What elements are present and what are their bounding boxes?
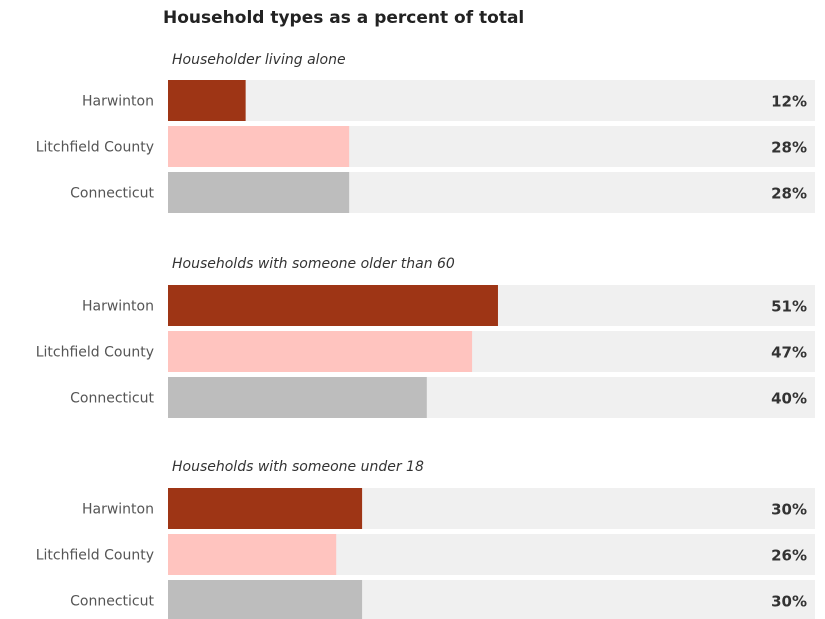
bar-litchfield-county [168, 534, 337, 575]
value-label: 28% [771, 139, 807, 157]
value-label: 40% [771, 390, 807, 408]
value-label: 28% [771, 185, 807, 203]
category-label: Connecticut [70, 594, 154, 610]
bar-harwinton [168, 285, 498, 326]
category-label: Connecticut [70, 186, 154, 202]
group-subtitle: Households with someone under 18 [172, 459, 424, 475]
value-label: 51% [771, 298, 807, 316]
bar-connecticut [168, 172, 350, 213]
chart-title: Household types as a percent of total [163, 8, 524, 28]
category-label: Litchfield County [36, 345, 154, 361]
category-label: Harwinton [82, 502, 154, 518]
bar-group: Householder living alone Harwinton 12% Litc… [36, 52, 815, 213]
value-label: 47% [771, 344, 807, 362]
category-label: Harwinton [82, 299, 154, 315]
category-label: Connecticut [70, 391, 154, 407]
group-subtitle: Households with someone older than 60 [172, 256, 455, 272]
bar-litchfield-county [168, 331, 473, 372]
value-label: 30% [771, 593, 807, 611]
bar-connecticut [168, 580, 363, 619]
chart-groups: Householder living alone Harwinton 12% Litc… [36, 52, 815, 619]
bar-group: Households with someone older than 60 Har… [36, 256, 815, 418]
value-label: 30% [771, 501, 807, 519]
category-label: Litchfield County [36, 548, 154, 564]
bar-group: Households with someone under 18 Harwinto… [36, 459, 815, 619]
bar-litchfield-county [168, 126, 350, 167]
category-label: Harwinton [82, 94, 154, 110]
category-label: Litchfield County [36, 140, 154, 156]
bar-track [168, 80, 815, 121]
bar-harwinton [168, 488, 363, 529]
bar-connecticut [168, 377, 427, 418]
bar-harwinton [168, 80, 246, 121]
group-subtitle: Householder living alone [172, 52, 346, 68]
value-label: 12% [771, 93, 807, 111]
value-label: 26% [771, 547, 807, 565]
